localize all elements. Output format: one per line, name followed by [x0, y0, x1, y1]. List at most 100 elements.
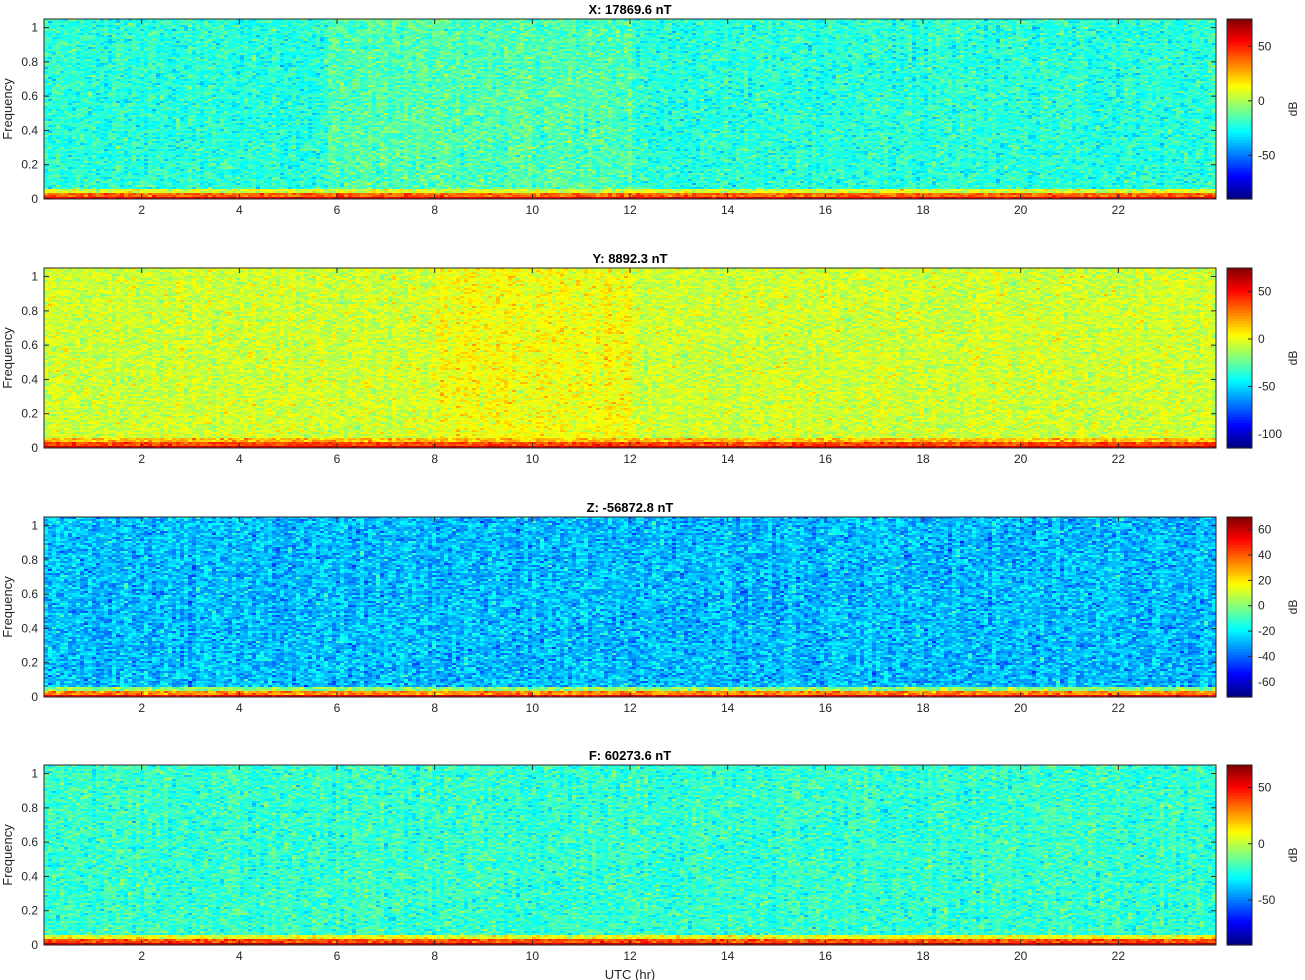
- colorbar-swatch: [1227, 559, 1252, 563]
- y-tick-label: 0.8: [21, 801, 38, 815]
- colorbar-swatch: [1227, 925, 1252, 929]
- y-tick-label: 1: [31, 270, 38, 284]
- colorbar-swatch: [1227, 33, 1252, 37]
- colorbar-swatch: [1227, 846, 1252, 850]
- colorbar-swatch: [1227, 69, 1252, 74]
- colorbar-swatch: [1227, 773, 1252, 777]
- colorbar-swatch: [1227, 128, 1252, 133]
- x-tick-label: 20: [1014, 949, 1028, 963]
- colorbar-swatch: [1227, 677, 1252, 681]
- y-tick-label: 0.6: [21, 835, 38, 849]
- colorbar-swatch: [1227, 671, 1252, 676]
- x-tick-label: 8: [431, 701, 438, 715]
- colorbar-swatch: [1227, 431, 1252, 435]
- x-tick-label: 8: [431, 452, 438, 466]
- colorbar-swatch: [1227, 609, 1252, 614]
- colorbar-swatch: [1227, 117, 1252, 121]
- colorbar-swatch: [1227, 173, 1252, 178]
- colorbar-swatch: [1227, 885, 1252, 890]
- x-tick-label: 10: [526, 203, 540, 217]
- colorbar-swatch: [1227, 790, 1252, 794]
- colorbar-swatch: [1227, 52, 1252, 57]
- x-tick-label: 10: [526, 452, 540, 466]
- colorbar-swatch: [1227, 282, 1252, 286]
- colorbar-swatch: [1227, 908, 1252, 912]
- colorbar-swatch: [1227, 550, 1252, 555]
- colorbar-swatch: [1227, 44, 1252, 48]
- colorbar-swatch: [1227, 905, 1252, 910]
- colorbar-swatch: [1227, 649, 1252, 653]
- colorbar-swatch: [1227, 341, 1252, 345]
- colorbar-swatch: [1227, 621, 1252, 625]
- colorbar-swatch: [1227, 433, 1252, 438]
- colorbar-swatch: [1227, 866, 1252, 870]
- colorbar-swatch: [1227, 824, 1252, 828]
- colorbar-swatch: [1227, 812, 1252, 817]
- y-tick-label: 0.6: [21, 89, 38, 103]
- y-tick-label: 0: [31, 690, 38, 704]
- colorbar-swatch: [1227, 919, 1252, 924]
- x-tick-label: 22: [1112, 203, 1126, 217]
- colorbar-swatch: [1227, 428, 1252, 432]
- colorbar-swatch: [1227, 162, 1252, 166]
- colorbar-swatch: [1227, 545, 1252, 549]
- colorbar-swatch: [1227, 377, 1252, 382]
- colorbar-swatch: [1227, 849, 1252, 853]
- colorbar-swatch: [1227, 159, 1252, 164]
- colorbar-swatch: [1227, 779, 1252, 783]
- colorbar-swatch: [1227, 41, 1252, 45]
- colorbar-swatch: [1227, 685, 1252, 690]
- colorbar-swatch: [1227, 804, 1252, 808]
- colorbar-swatch: [1227, 296, 1252, 300]
- colorbar-swatch: [1227, 598, 1252, 602]
- colorbar-swatch: [1227, 883, 1252, 887]
- colorbar-swatch: [1227, 798, 1252, 803]
- colorbar-swatch: [1227, 871, 1252, 876]
- colorbar-swatch: [1227, 578, 1252, 583]
- colorbar-tick-label: -40: [1258, 649, 1276, 663]
- colorbar-swatch: [1227, 632, 1252, 636]
- colorbar-swatch: [1227, 531, 1252, 535]
- colorbar-swatch: [1227, 391, 1252, 396]
- colorbar-frame: [1226, 267, 1253, 449]
- colorbar: 50 0 -50 dB: [1226, 18, 1300, 200]
- colorbar-swatch: [1227, 570, 1252, 574]
- colorbar-swatch: [1227, 863, 1252, 867]
- colorbar-swatch: [1227, 279, 1252, 283]
- colorbar-swatch: [1227, 19, 1252, 23]
- colorbar-swatch: [1227, 784, 1252, 789]
- colorbar-swatch: [1227, 795, 1252, 800]
- colorbar-swatch: [1227, 587, 1252, 591]
- x-tick-label: 4: [236, 452, 243, 466]
- colorbar-swatch: [1227, 125, 1252, 130]
- colorbar-swatch: [1227, 184, 1252, 189]
- colorbar-swatch: [1227, 821, 1252, 825]
- colorbar-swatch: [1227, 411, 1252, 415]
- colorbar-swatch: [1227, 383, 1252, 387]
- colorbar-swatch: [1227, 900, 1252, 904]
- colorbar-swatch: [1227, 852, 1252, 856]
- colorbar-swatch: [1227, 276, 1252, 280]
- colorbar-swatch: [1227, 58, 1252, 62]
- x-tick-label: 18: [916, 452, 930, 466]
- colorbar-swatch: [1227, 304, 1252, 308]
- colorbar-swatch: [1227, 145, 1252, 149]
- colorbar-tick-label: 0: [1258, 94, 1265, 108]
- y-tick-label: 0.8: [21, 55, 38, 69]
- colorbar-swatch: [1227, 372, 1252, 376]
- x-axis-label: UTC (hr): [605, 967, 656, 980]
- colorbar-swatch: [1227, 111, 1252, 116]
- colorbar-swatch: [1227, 179, 1252, 183]
- colorbar-swatch: [1227, 539, 1252, 543]
- colorbar-swatch: [1227, 691, 1252, 695]
- colorbar-label: dB: [1286, 351, 1300, 366]
- colorbar-swatch: [1227, 64, 1252, 68]
- colorbar-swatch: [1227, 270, 1252, 275]
- colorbar-swatch: [1227, 21, 1252, 26]
- colorbar-swatch: [1227, 657, 1252, 662]
- colorbar-swatch: [1227, 855, 1252, 859]
- colorbar-swatch: [1227, 891, 1252, 895]
- colorbar-swatch: [1227, 89, 1252, 93]
- colorbar-swatch: [1227, 590, 1252, 594]
- colorbar-swatch: [1227, 894, 1252, 898]
